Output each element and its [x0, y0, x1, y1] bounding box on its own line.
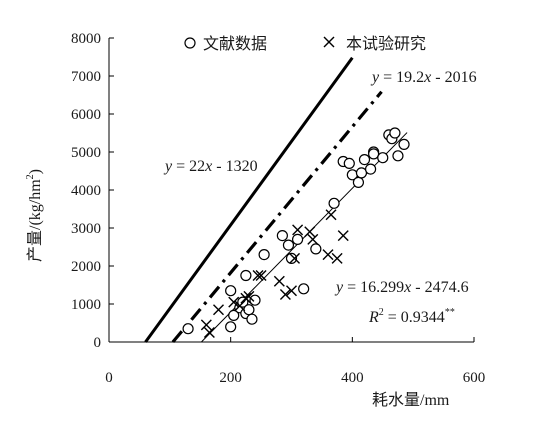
y-tick-label: 6000	[71, 107, 101, 123]
data-point-x	[331, 252, 343, 264]
data-point-circle	[291, 233, 304, 245]
data-point-x	[289, 252, 301, 264]
data-point-circle	[398, 138, 410, 150]
legend-label-literature: 文献数据	[203, 35, 267, 53]
data-point-circle	[364, 163, 377, 175]
x-tick-label: 400	[341, 370, 364, 386]
data-point-x	[203, 327, 215, 338]
data-point-circle	[343, 157, 355, 169]
data-points	[182, 127, 410, 338]
data-point-circle	[298, 283, 310, 295]
y-axis-label: 产量/(kg/hm2)	[25, 169, 44, 262]
data-point-x	[286, 285, 297, 297]
data-point-x	[322, 249, 334, 261]
y-tick-label: 4000	[71, 183, 101, 199]
y-tick-label: 0	[94, 335, 102, 351]
data-point-circle	[240, 269, 252, 282]
x-tick-label: 200	[219, 370, 242, 386]
x-tick-label: 600	[463, 370, 486, 386]
data-point-circle	[182, 323, 194, 335]
data-point-x	[304, 226, 316, 238]
data-point-x	[200, 319, 212, 331]
fit-lines	[144, 56, 408, 344]
y-tick-label: 3000	[71, 221, 101, 237]
x-tick-label: 0	[105, 370, 113, 386]
data-point-x	[240, 292, 252, 304]
data-point-circle	[225, 285, 237, 297]
legend-x-marker	[323, 36, 335, 48]
data-point-x	[243, 290, 255, 302]
fit-line-2	[171, 90, 383, 344]
equation-line-3: y = 16.299x - 2474.6	[334, 279, 469, 296]
data-point-x	[279, 289, 291, 300]
data-point-circle	[392, 150, 404, 162]
fit-line-1	[144, 56, 354, 343]
data-point-circle	[328, 197, 340, 209]
equation-line-2: y = 19.2x - 2016	[370, 69, 477, 86]
y-tick-label: 1000	[71, 297, 101, 313]
data-point-x	[234, 300, 246, 312]
data-point-circle	[243, 304, 255, 316]
data-point-circle	[285, 252, 298, 264]
data-point-circle	[310, 243, 322, 255]
data-point-x	[307, 233, 319, 245]
legend-circle-marker	[184, 37, 196, 49]
r-squared-label: R2 = 0.9344**	[368, 307, 455, 326]
data-point-x	[292, 224, 304, 236]
data-point-circle	[258, 249, 270, 261]
data-point-circle	[358, 154, 371, 166]
data-point-circle	[225, 321, 237, 333]
data-point-x	[252, 270, 264, 281]
data-point-circle	[276, 230, 288, 242]
data-point-x	[273, 275, 285, 287]
data-point-circle	[282, 239, 295, 251]
data-point-circle	[352, 176, 365, 188]
y-tick-label: 5000	[71, 145, 101, 161]
equation-line-1: y = 22x - 1320	[163, 158, 258, 175]
data-point-x	[255, 270, 267, 281]
data-point-circle	[355, 167, 368, 179]
data-point-x	[213, 304, 224, 316]
legend: 文献数据 本试验研究	[184, 35, 426, 53]
y-tick-label: 8000	[71, 31, 101, 47]
y-tick-label: 7000	[71, 69, 101, 85]
data-point-circle	[368, 148, 380, 160]
data-point-circle	[246, 313, 258, 325]
data-point-circle	[377, 152, 389, 164]
data-point-x	[337, 230, 349, 242]
axis-ticks: 0 1000 2000 3000 4000 5000 6000 7000 8000 0 200 400…	[71, 31, 485, 386]
data-point-x	[228, 296, 240, 308]
legend-label-experiment: 本试验研究	[346, 35, 426, 53]
data-point-x	[325, 209, 337, 221]
data-point-circle	[389, 127, 401, 139]
data-point-circle	[249, 294, 261, 306]
y-tick-label: 2000	[71, 259, 101, 275]
data-point-circle	[228, 309, 240, 321]
x-axis-label: 耗水量/mm	[372, 391, 450, 409]
